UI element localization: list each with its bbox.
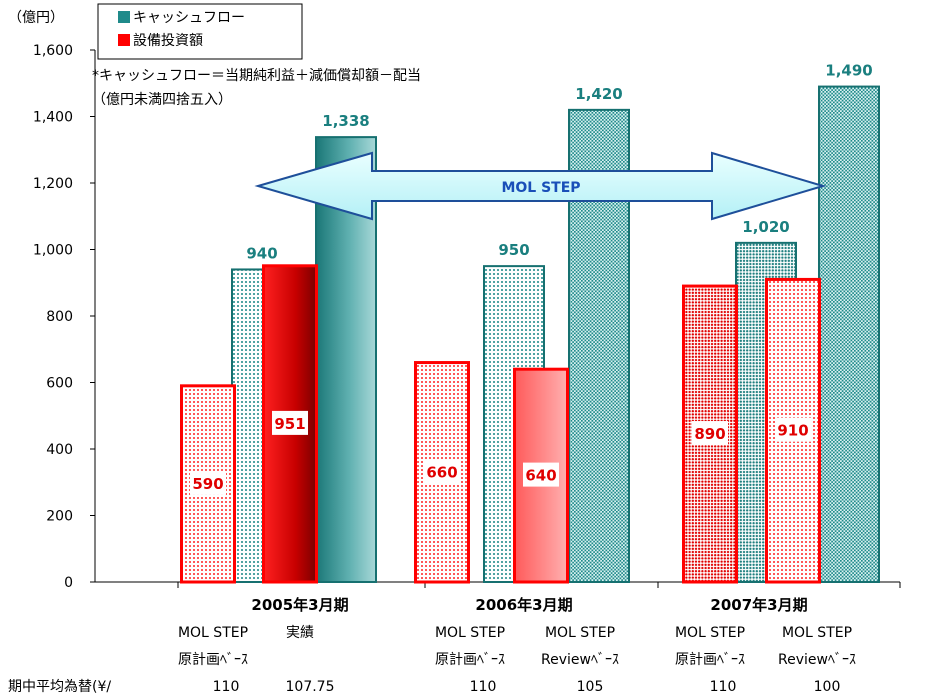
data-label-capex: 640	[525, 467, 556, 485]
category-base-label: 実績	[286, 625, 314, 641]
y-tick-label: 1,000	[33, 243, 73, 259]
data-label-cashflow: 940	[246, 244, 277, 262]
category-base-label: MOL STEP	[545, 625, 615, 641]
category-base-label-2: Reviewﾍﾞｰｽ	[778, 652, 856, 668]
bar-cashflow	[818, 85, 880, 583]
fx-rate-value: 110	[470, 679, 497, 695]
data-label-cashflow: 1,420	[575, 85, 622, 103]
y-tick-label: 1,200	[33, 176, 73, 192]
period-label: 2006年3月期	[475, 596, 572, 614]
data-label-cashflow: 1,020	[742, 218, 789, 236]
category-base-label-2: 原計画ﾍﾞｰｽ	[675, 652, 745, 668]
data-label-capex: 951	[274, 415, 305, 433]
legend-swatch-capex	[118, 34, 130, 46]
legend-label-capex: 設備投資額	[133, 33, 203, 49]
category-base-label-2: 原計画ﾍﾞｰｽ	[178, 652, 248, 668]
data-label-cashflow: 950	[498, 241, 529, 259]
data-label-capex: 590	[192, 475, 223, 493]
category-base-label: MOL STEP	[178, 625, 248, 641]
legend: キャッシュフロー 設備投資額	[97, 3, 303, 60]
mol-step-arrow: MOL STEP	[254, 151, 827, 221]
data-label-box-capex	[190, 470, 226, 495]
category-base-label: MOL STEP	[435, 625, 505, 641]
note-formula: *キャッシュフロー＝当期純利益＋減価償却額－配当	[92, 67, 421, 84]
category-base-label: MOL STEP	[675, 625, 745, 641]
y-tick-label: 400	[46, 442, 73, 458]
y-tick-label: 1,400	[33, 110, 73, 126]
y-tick-label: 800	[46, 309, 73, 325]
y-tick-label: 0	[64, 575, 73, 591]
period-label: 2007年3月期	[710, 596, 807, 614]
arrow-label: MOL STEP	[501, 180, 580, 196]
category-base-label-2: Reviewﾍﾞｰｽ	[541, 652, 619, 668]
data-label-cashflow: 1,490	[825, 62, 872, 80]
fx-row-label: 期中平均為替(¥/	[8, 679, 111, 695]
category-base-label-2: 原計画ﾍﾞｰｽ	[435, 652, 505, 668]
fx-rate-value: 110	[213, 679, 240, 695]
data-label-box-capex	[424, 459, 460, 484]
y-tick-label: 600	[46, 376, 73, 392]
fx-rate-value: 105	[577, 679, 604, 695]
data-label-capex: 910	[777, 422, 808, 440]
data-label-box-capex	[775, 417, 811, 442]
category-base-label: MOL STEP	[782, 625, 852, 641]
data-label-capex: 660	[426, 463, 457, 481]
period-label: 2005年3月期	[251, 596, 348, 614]
fx-rate-value: 110	[710, 679, 737, 695]
labels-layer: 0 200 400 600 800 1,000 1,200 1,400 1,600 940 590 M…	[33, 43, 873, 695]
data-label-box-capex	[523, 462, 559, 487]
legend-swatch-cashflow	[118, 11, 130, 23]
data-label-cashflow: 1,338	[322, 112, 369, 130]
bars-layer	[180, 85, 880, 584]
legend-label-cashflow: キャッシュフロー	[133, 10, 245, 26]
fx-rate-value: 107.75	[286, 679, 335, 695]
unit-label: （億円）	[8, 10, 64, 26]
y-tick-label: 200	[46, 509, 73, 525]
fx-rate-value: 100	[814, 679, 841, 695]
data-label-box-capex	[692, 421, 728, 446]
data-label-box-capex	[272, 410, 308, 435]
note-rounding: （億円未満四捨五入）	[92, 91, 232, 108]
data-label-capex: 890	[694, 425, 725, 443]
y-tick-label: 1,600	[33, 43, 73, 59]
